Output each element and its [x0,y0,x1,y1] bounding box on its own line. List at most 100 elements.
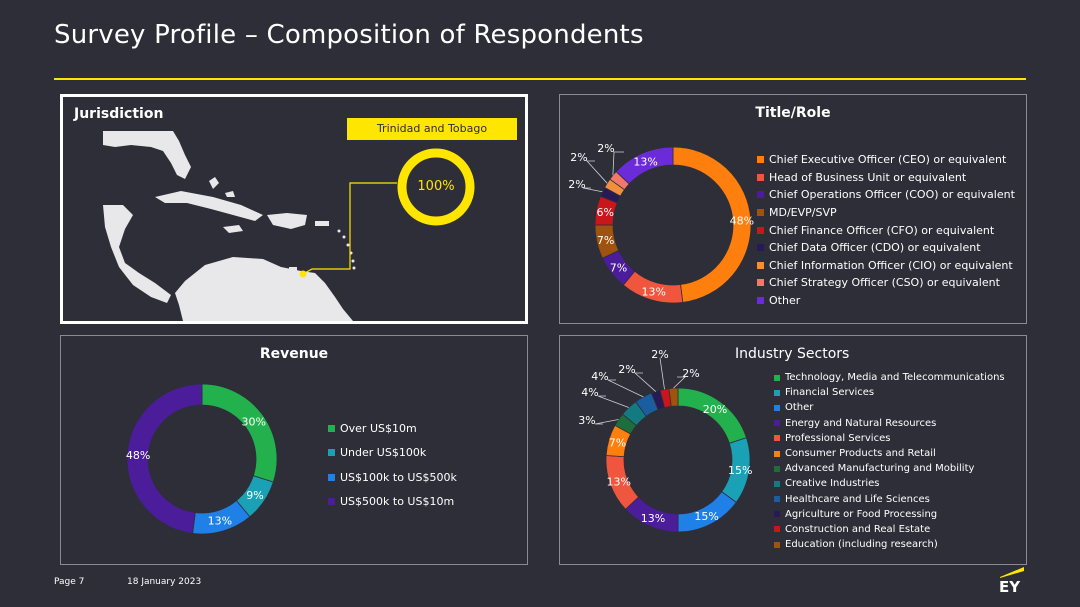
title-role-legend-swatch [757,297,764,305]
industry-legend: Technology, Media and Telecommunications… [774,370,1005,552]
revenue-legend-label: Over US$10m [340,421,417,435]
industry-legend-label: Consumer Products and Retail [785,448,936,460]
footer-date: 18 January 2023 [127,577,202,587]
industry-legend-swatch [774,450,780,457]
title-role-legend-swatch [757,279,764,287]
industry-legend-item: Consumer Products and Retail [774,446,1005,461]
industry-legend-swatch [774,526,780,533]
revenue-title: Revenue [259,346,329,362]
title-role-legend-label: Chief Finance Officer (CFO) or equivalen… [769,223,995,237]
industry-legend-label: Professional Services [785,432,891,444]
industry-legend-item: Energy and Natural Resources [774,416,1005,431]
industry-legend-label: Agriculture or Food Processing [785,508,938,520]
jurisdiction-title: Jurisdiction [74,106,164,122]
title-role-legend-label: MD/EVP/SVP [769,206,837,220]
title-role-data-label: 13% [633,156,657,169]
title-role-leader-line [582,187,603,193]
title-role-data-label: 7% [610,261,627,274]
title-role-legend-item: Head of Business Unit or equivalent [757,169,1015,187]
title-role-legend-label: Head of Business Unit or equivalent [769,170,967,184]
revenue-legend: Over US$10m Under US$100k US$100k to US$50… [328,416,457,514]
title-role-data-label: 2% [568,178,585,191]
industry-legend-label: Energy and Natural Resources [785,417,937,429]
industry-data-label: 13% [641,512,665,525]
industry-legend-swatch [774,465,780,472]
revenue-legend-item: US$100k to US$500k [328,465,457,490]
industry-leader-line [659,357,665,390]
title-rule [54,78,1026,80]
industry-data-label: 13% [606,475,630,488]
industry-data-label: 3% [578,414,595,427]
industry-legend-item: Other [774,400,1005,415]
location-dot [299,270,307,278]
title-role-legend-swatch [757,191,764,199]
industry-legend-label: Financial Services [785,387,875,399]
industry-leader-line [594,419,619,425]
revenue-legend-swatch [328,424,335,432]
industry-legend-label: Technology, Media and Telecommunications [785,372,1005,384]
page-title: Survey Profile – Composition of Responde… [54,20,644,50]
title-role-data-label: 2% [570,151,587,164]
revenue-legend-swatch [328,498,335,506]
industry-data-label: 20% [703,403,727,416]
title-role-legend-label: Other [769,294,801,308]
industry-legend-swatch [774,389,780,396]
title-role-data-label: 2% [597,142,614,155]
industry-title: Industry Sectors [735,346,850,362]
revenue-legend-label: US$100k to US$500k [340,470,457,484]
title-role-legend: Chief Executive Officer (CEO) or equival… [757,151,1015,309]
industry-legend-label: Other [785,402,814,414]
title-role-panel: Title/Role 48% 13% 7% 7% 6% 2% 2% 2% 13% Chief E… [559,94,1027,324]
title-role-legend-item: Chief Finance Officer (CFO) or equivalen… [757,221,1015,239]
industry-legend-swatch [774,420,780,427]
jurisdiction-panel[interactable]: Jurisdiction Tr [60,94,528,324]
industry-legend-swatch [774,404,780,411]
industry-slice [668,387,679,407]
industry-legend-item: Professional Services [774,431,1005,446]
revenue-legend-item: US$500k to US$10m [328,490,457,515]
industry-legend-swatch [774,480,780,487]
jurisdiction-donut [299,148,475,278]
industry-panel: Industry Sectors 20% 15% 15% 13% 13% 7% 3% 4% 4%… [559,335,1027,565]
industry-legend-label: Construction and Real Estate [785,523,931,535]
title-role-leader-line [612,151,624,176]
industry-leader-line [633,372,657,392]
industry-legend-swatch [774,374,780,381]
industry-legend-item: Advanced Manufacturing and Mobility [774,461,1005,476]
industry-data-label: 4% [581,386,598,399]
industry-legend-item: Construction and Real Estate [774,522,1005,537]
title-role-data-label: 48% [730,215,754,228]
industry-leader-line [597,395,629,408]
title-role-legend-swatch [757,244,764,252]
industry-legend-label: Healthcare and Life Sciences [785,493,930,505]
revenue-slice [201,383,278,483]
title-role-legend-swatch [757,226,764,234]
revenue-slice [126,383,203,534]
revenue-legend-swatch [328,473,335,481]
svg-text:EY: EY [999,578,1021,596]
footer-page: Page 7 [54,577,85,587]
title-role-legend-label: Chief Information Officer (CIO) or equiv… [769,258,1013,272]
title-role-title: Title/Role [755,105,831,121]
revenue-data-label: 30% [242,415,266,428]
country-label: Trinidad and Tobago [376,122,488,135]
industry-legend-item: Creative Industries [774,476,1005,491]
industry-data-label: 2% [618,363,635,376]
industry-legend-item: Agriculture or Food Processing [774,507,1005,522]
title-role-legend-item: Chief Data Officer (CDO) or equivalent [757,239,1015,257]
industry-data-label: 2% [682,367,699,380]
revenue-legend-item: Under US$100k [328,441,457,466]
title-role-legend-label: Chief Operations Officer (COO) or equiva… [769,188,1015,202]
title-role-legend-item: MD/EVP/SVP [757,204,1015,222]
ey-logo: EY [994,565,1024,596]
revenue-data-label: 9% [246,489,263,502]
title-role-legend-label: Chief Executive Officer (CEO) or equival… [769,153,1007,167]
industry-legend-label: Advanced Manufacturing and Mobility [785,463,975,475]
title-role-legend-item: Chief Strategy Officer (CSO) or equivale… [757,274,1015,292]
revenue-panel: Revenue 30% 9% 13% 48% Over US$10m Under US$… [60,335,528,565]
industry-legend-item: Education (including research) [774,537,1005,552]
revenue-legend-item: Over US$10m [328,416,457,441]
industry-legend-swatch [774,541,780,548]
revenue-data-label: 13% [208,514,232,527]
industry-legend-swatch [774,496,780,503]
